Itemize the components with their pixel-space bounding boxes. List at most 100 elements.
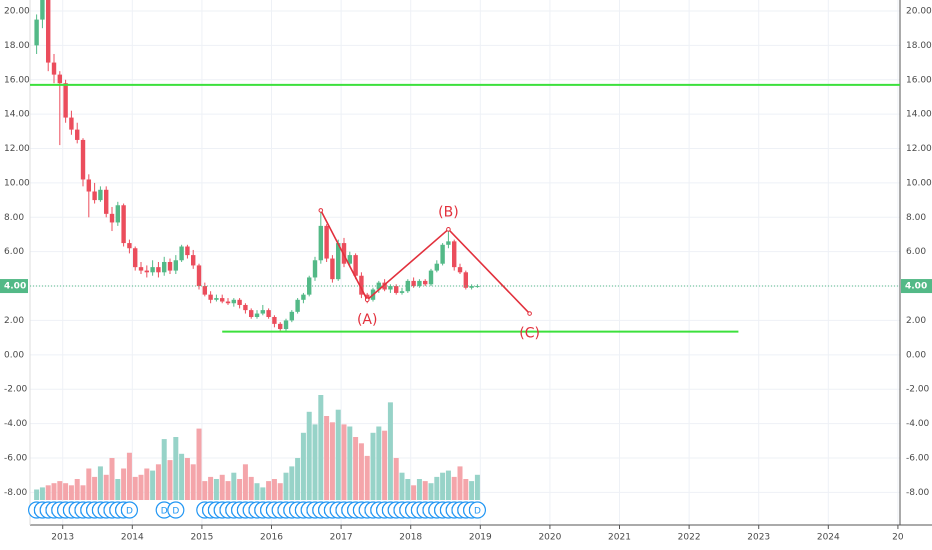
candle-body bbox=[51, 62, 57, 75]
volume-bar bbox=[97, 466, 103, 500]
y-tick-label: -2.00 bbox=[4, 385, 28, 395]
volume-bar bbox=[387, 402, 393, 500]
candle-body bbox=[208, 294, 213, 300]
x-tick-label: 2024 bbox=[817, 533, 840, 543]
candle-body bbox=[220, 298, 225, 302]
volume-bar bbox=[306, 411, 312, 500]
candle-body bbox=[336, 243, 341, 280]
price-label: 4.00 bbox=[905, 282, 927, 292]
volume-bar bbox=[231, 472, 237, 500]
x-tick-label: 2013 bbox=[51, 533, 74, 543]
x-tick-label: 2022 bbox=[678, 533, 701, 543]
price-label: 4.00 bbox=[4, 282, 26, 292]
volume-bar bbox=[463, 479, 469, 500]
candle-body bbox=[196, 265, 202, 287]
y-tick-label: 20.00 bbox=[4, 7, 30, 17]
volume-bar bbox=[457, 466, 463, 500]
y-tick-label-right: -4.00 bbox=[906, 419, 930, 429]
y-tick-label-right: 18.00 bbox=[906, 41, 932, 51]
y-tick-label: 18.00 bbox=[4, 41, 30, 51]
volume-bar bbox=[242, 464, 248, 500]
volume-bar bbox=[248, 476, 254, 500]
candle-body bbox=[266, 310, 271, 317]
y-tick-label-right: 6.00 bbox=[906, 247, 926, 257]
y-tick-label-right: 8.00 bbox=[906, 213, 926, 223]
y-tick-label-right: 10.00 bbox=[906, 178, 932, 188]
candle-body bbox=[237, 299, 242, 305]
volume-bar bbox=[115, 479, 121, 500]
volume-bar bbox=[179, 453, 185, 500]
volume-bar bbox=[376, 426, 382, 500]
volume-bar bbox=[428, 483, 434, 500]
volume-bar bbox=[341, 424, 347, 500]
candle-body bbox=[428, 270, 434, 285]
candle-body bbox=[156, 267, 161, 273]
candle-body bbox=[75, 129, 80, 140]
y-tick-label-right: 20.00 bbox=[906, 7, 932, 17]
candle-body bbox=[359, 275, 364, 295]
x-tick-label: 2020 bbox=[538, 533, 561, 543]
volume-bar bbox=[208, 476, 214, 500]
y-tick-label: -4.00 bbox=[4, 419, 28, 429]
volume-bar bbox=[86, 468, 92, 500]
dividend-label: D bbox=[474, 507, 481, 517]
volume-bar bbox=[300, 432, 306, 500]
y-tick-label: 10.00 bbox=[4, 178, 30, 188]
candle-body bbox=[249, 310, 254, 317]
candle-body bbox=[272, 316, 277, 324]
y-tick-label-right: 14.00 bbox=[906, 110, 932, 120]
volume-bar bbox=[358, 443, 364, 500]
candle-body bbox=[388, 286, 393, 290]
volume-bar bbox=[109, 458, 115, 500]
candle-body bbox=[191, 255, 196, 266]
candle-body bbox=[173, 260, 179, 271]
volume-bar bbox=[353, 437, 359, 500]
wave-line bbox=[320, 210, 531, 315]
candle-body bbox=[69, 117, 74, 130]
volume-bar bbox=[173, 437, 179, 500]
y-tick-label: 8.00 bbox=[4, 213, 24, 223]
volume-bar bbox=[167, 460, 173, 500]
candle-body bbox=[214, 298, 219, 300]
volume-bar bbox=[469, 481, 475, 500]
candle-body bbox=[86, 179, 92, 192]
volume-bar bbox=[144, 468, 150, 500]
candle-body bbox=[440, 244, 445, 264]
volume-bar bbox=[393, 458, 399, 500]
volume-bar bbox=[277, 483, 283, 500]
y-tick-label: 0.00 bbox=[4, 350, 24, 360]
volume-bar bbox=[312, 424, 318, 500]
candle-body bbox=[225, 301, 231, 304]
volume-bar bbox=[237, 479, 243, 500]
candle-body bbox=[330, 258, 335, 280]
candle-body bbox=[365, 294, 370, 300]
candle-body bbox=[301, 294, 306, 300]
wave-point bbox=[318, 208, 324, 213]
candle-body bbox=[318, 225, 324, 261]
volume-bar bbox=[283, 472, 289, 500]
volume-bar bbox=[219, 474, 225, 500]
volume-bar bbox=[34, 489, 40, 500]
volume-bar bbox=[39, 487, 45, 500]
candle-body bbox=[446, 241, 451, 245]
candle-body bbox=[411, 280, 416, 287]
y-tick-label-right: -2.00 bbox=[906, 385, 930, 395]
volume-bar bbox=[335, 409, 341, 500]
volume-bar bbox=[45, 485, 51, 500]
candle-body bbox=[405, 280, 411, 292]
x-tick-label: 2015 bbox=[190, 533, 213, 543]
volume-bar bbox=[51, 483, 57, 500]
volume-bar bbox=[295, 458, 301, 500]
candle-body bbox=[254, 313, 260, 317]
price-label-box bbox=[0, 279, 28, 294]
price-label-box bbox=[901, 279, 932, 294]
volume-bar bbox=[225, 481, 231, 500]
volume-bar bbox=[196, 428, 202, 500]
volume-bar bbox=[254, 483, 260, 500]
volume-bar bbox=[126, 452, 132, 500]
volume-bar bbox=[260, 487, 266, 500]
candle-body bbox=[57, 74, 63, 84]
volume-bar bbox=[190, 464, 196, 500]
volume-bar bbox=[434, 476, 440, 500]
